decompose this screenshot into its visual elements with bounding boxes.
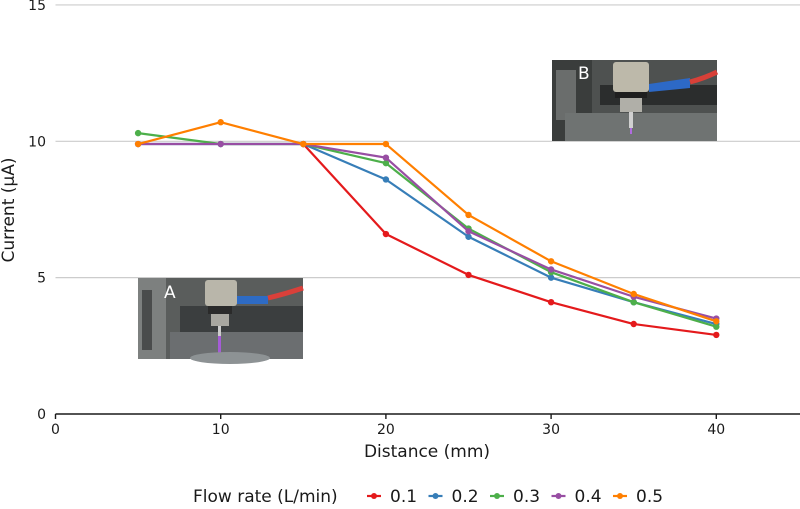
legend: Flow rate (L/min) 0.1 0.2 0.3 0.4 0.5 bbox=[193, 487, 663, 507]
data-point bbox=[465, 233, 472, 240]
legend-label: 0.5 bbox=[636, 487, 663, 507]
y-tick-label: 5 bbox=[37, 271, 46, 287]
inset-label-a: A bbox=[164, 283, 176, 303]
legend-swatch-marker bbox=[555, 493, 562, 499]
legend-swatch-marker bbox=[432, 493, 439, 499]
y-tick-label: 15 bbox=[28, 0, 46, 14]
tick-labels: 0 10 20 30 40 0 5 10 15 bbox=[28, 0, 725, 438]
data-point bbox=[382, 230, 390, 238]
data-point bbox=[547, 298, 555, 306]
legend-item-0.4: 0.4 bbox=[551, 487, 602, 507]
inset-label-b: B bbox=[578, 64, 590, 84]
data-point bbox=[465, 228, 472, 235]
axes bbox=[54, 413, 800, 419]
data-point bbox=[465, 211, 472, 219]
inset-photo-a: A bbox=[138, 278, 304, 364]
legend-label: 0.2 bbox=[452, 487, 479, 507]
x-tick-label: 20 bbox=[377, 422, 395, 438]
series-line bbox=[138, 142, 717, 320]
data-point bbox=[630, 320, 637, 328]
inset-photo-b: B bbox=[552, 60, 719, 141]
x-tick-label: 30 bbox=[542, 422, 560, 438]
x-tick-label: 0 bbox=[51, 422, 60, 438]
data-point bbox=[630, 298, 637, 306]
legend-label: 0.4 bbox=[575, 487, 602, 507]
data-point bbox=[382, 154, 390, 161]
legend-label: 0.1 bbox=[390, 487, 417, 507]
x-tick-label: 10 bbox=[212, 422, 230, 438]
data-point bbox=[382, 140, 390, 148]
data-point bbox=[382, 176, 390, 183]
legend-label: 0.3 bbox=[513, 487, 540, 507]
legend-item-0.1: 0.1 bbox=[367, 487, 417, 507]
data-point bbox=[630, 290, 637, 298]
data-point bbox=[547, 274, 555, 281]
x-axis-title: Distance (mm) bbox=[364, 442, 490, 462]
legend-title: Flow rate (L/min) bbox=[193, 487, 338, 507]
data-point bbox=[134, 140, 142, 148]
legend-swatch-marker bbox=[494, 493, 500, 499]
legend-swatch-marker bbox=[617, 493, 623, 499]
data-point bbox=[300, 140, 307, 148]
y-tick-label: 0 bbox=[37, 407, 46, 423]
series-line bbox=[302, 143, 717, 337]
data-point bbox=[217, 119, 224, 126]
data-point bbox=[465, 271, 472, 279]
y-axis-title: Current (μA) bbox=[0, 158, 19, 263]
legend-swatch-marker bbox=[371, 493, 377, 499]
legend-item-0.3: 0.3 bbox=[490, 487, 540, 507]
data-point bbox=[382, 159, 390, 167]
data-point bbox=[547, 266, 555, 273]
data-point bbox=[134, 129, 142, 137]
data-point bbox=[217, 140, 224, 148]
data-point bbox=[547, 258, 555, 265]
legend-item-0.2: 0.2 bbox=[428, 487, 479, 507]
series-0.5 bbox=[134, 119, 720, 325]
y-tick-label: 10 bbox=[28, 134, 46, 150]
x-tick-label: 40 bbox=[707, 422, 725, 438]
series-line bbox=[137, 121, 717, 323]
data-point bbox=[713, 318, 720, 325]
legend-item-0.5: 0.5 bbox=[613, 487, 663, 507]
gridlines bbox=[55, 4, 800, 279]
data-point bbox=[713, 331, 720, 339]
data-point bbox=[713, 323, 720, 330]
series-layer bbox=[134, 119, 720, 339]
